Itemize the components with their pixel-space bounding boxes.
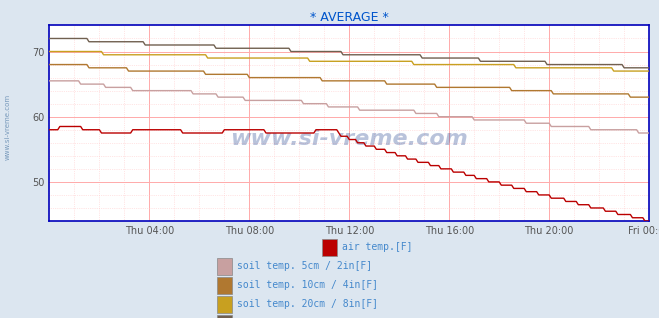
Title: * AVERAGE *: * AVERAGE * bbox=[310, 11, 389, 24]
Text: soil temp. 10cm / 4in[F]: soil temp. 10cm / 4in[F] bbox=[237, 280, 378, 290]
Text: soil temp. 20cm / 8in[F]: soil temp. 20cm / 8in[F] bbox=[237, 300, 378, 309]
Text: air temp.[F]: air temp.[F] bbox=[342, 242, 413, 252]
Text: www.si-vreme.com: www.si-vreme.com bbox=[5, 94, 11, 160]
Text: soil temp. 5cm / 2in[F]: soil temp. 5cm / 2in[F] bbox=[237, 261, 372, 271]
Text: www.si-vreme.com: www.si-vreme.com bbox=[231, 129, 468, 149]
